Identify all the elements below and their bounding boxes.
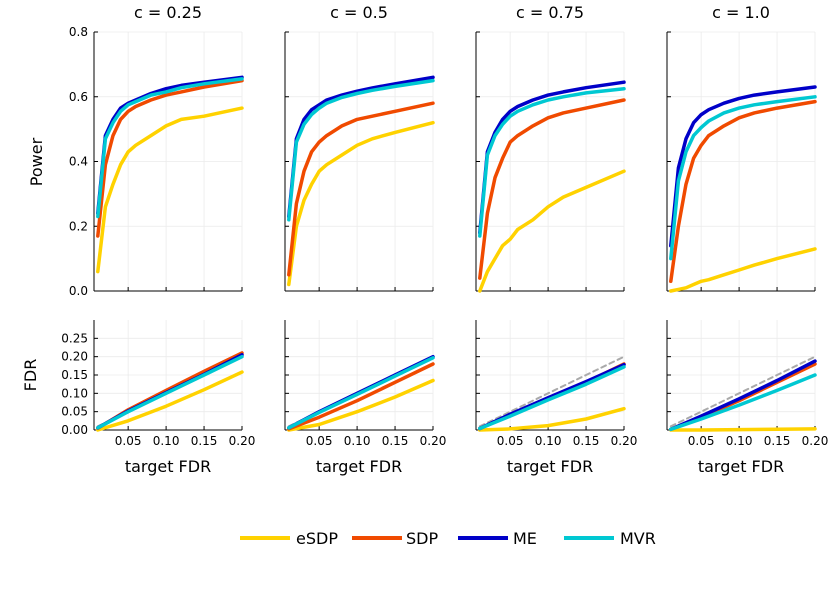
y-tick-label: 0.0: [69, 284, 88, 298]
panel-fdr-2: 0.05 0.10 0.15 0.20 target FDR: [284, 320, 447, 476]
x-tick-label: 0.10: [726, 434, 753, 448]
legend-label-sdp: SDP: [406, 529, 438, 548]
series-line-esdp: [669, 247, 817, 293]
legend-label-me: ME: [513, 529, 537, 548]
series-line-esdp: [287, 378, 435, 432]
y-tick-label: 0.00: [61, 423, 88, 437]
series-line-mvr: [96, 77, 244, 219]
x-tick-label: 0.10: [344, 434, 371, 448]
series-line-esdp: [96, 106, 244, 274]
series-line-mvr: [287, 356, 435, 430]
series-line-mvr: [478, 86, 626, 238]
panel-title: c = 1.0: [712, 3, 770, 22]
series-line-sdp: [669, 99, 817, 284]
series-line-esdp: [287, 120, 435, 287]
y-tick-label: 0.4: [69, 155, 88, 169]
series-line-reference: [478, 355, 625, 428]
x-tick-label: 0.05: [115, 434, 142, 448]
panel-title: c = 0.75: [516, 3, 584, 22]
x-tick-label: 0.20: [802, 434, 829, 448]
legend-label-mvr: MVR: [620, 529, 656, 548]
legend: eSDP SDP ME MVR: [240, 529, 656, 548]
x-tick-label: 0.20: [229, 434, 256, 448]
panel-power-1: 0.0 0.2 0.4 0.6 0.8 c = 0.25: [69, 3, 244, 298]
series-line-mvr: [478, 365, 626, 431]
x-tick-label: 0.20: [420, 434, 447, 448]
y-tick-label: 0.20: [61, 350, 88, 364]
panel-fdr-4: 0.05 0.10 0.15 0.20 target FDR: [666, 320, 829, 476]
series-line-sdp: [287, 362, 435, 431]
x-tick-label: 0.15: [191, 434, 218, 448]
series-line-mvr: [669, 373, 817, 432]
panel-power-2: c = 0.5: [284, 3, 435, 292]
x-axis-label: target FDR: [316, 457, 402, 476]
y-tick-label: 0.8: [69, 25, 88, 39]
panel-power-4: c = 1.0: [666, 3, 817, 293]
x-axis-label: target FDR: [507, 457, 593, 476]
series-line-me: [669, 359, 817, 432]
series-line-sdp: [287, 101, 435, 277]
y-tick-label: 0.10: [61, 386, 88, 400]
y-tick-label: 0.6: [69, 90, 88, 104]
chart-panels: 0.0 0.2 0.4 0.6 0.8 c = 0.25 c = 0.5 c = 0.75 c …: [61, 3, 828, 476]
panel-power-3: c = 0.75: [475, 3, 626, 293]
x-tick-label: 0.15: [764, 434, 791, 448]
x-tick-label: 0.05: [688, 434, 715, 448]
series-line-esdp: [96, 370, 244, 432]
x-tick-label: 0.10: [535, 434, 562, 448]
series-line-me: [96, 75, 244, 216]
series-line-sdp: [96, 78, 244, 238]
series-line-esdp: [478, 406, 626, 432]
panel-title: c = 0.25: [134, 3, 202, 22]
y-tick-label: 0.2: [69, 219, 88, 233]
panel-fdr-3: 0.05 0.10 0.15 0.20 target FDR: [475, 320, 638, 476]
y-tick-label: 0.15: [61, 368, 88, 382]
fdr-axis-label: FDR: [21, 359, 40, 392]
power-axis-label: Power: [27, 137, 46, 186]
x-tick-label: 0.05: [497, 434, 524, 448]
series-line-mvr: [287, 78, 435, 222]
panel-fdr-1: 0.00 0.05 0.10 0.15 0.20 0.25 0.05 0.10 0.15 0.20…: [61, 320, 255, 476]
x-axis-label: target FDR: [698, 457, 784, 476]
x-axis-label: target FDR: [125, 457, 211, 476]
series-line-me: [669, 85, 817, 248]
series-line-mvr: [669, 95, 817, 261]
x-tick-label: 0.20: [611, 434, 638, 448]
x-tick-label: 0.05: [306, 434, 333, 448]
series-line-me: [287, 75, 435, 219]
x-tick-label: 0.15: [382, 434, 409, 448]
series-line-mvr: [96, 354, 244, 430]
x-tick-label: 0.10: [153, 434, 180, 448]
legend-label-esdp: eSDP: [296, 529, 338, 548]
panel-title: c = 0.5: [330, 3, 388, 22]
series-line-esdp: [478, 169, 626, 293]
series-line-reference: [669, 355, 816, 428]
series-line-sdp: [478, 98, 626, 280]
y-tick-label: 0.05: [61, 405, 88, 419]
series-line-esdp: [669, 427, 817, 432]
y-tick-label: 0.25: [61, 331, 88, 345]
x-tick-label: 0.15: [573, 434, 600, 448]
